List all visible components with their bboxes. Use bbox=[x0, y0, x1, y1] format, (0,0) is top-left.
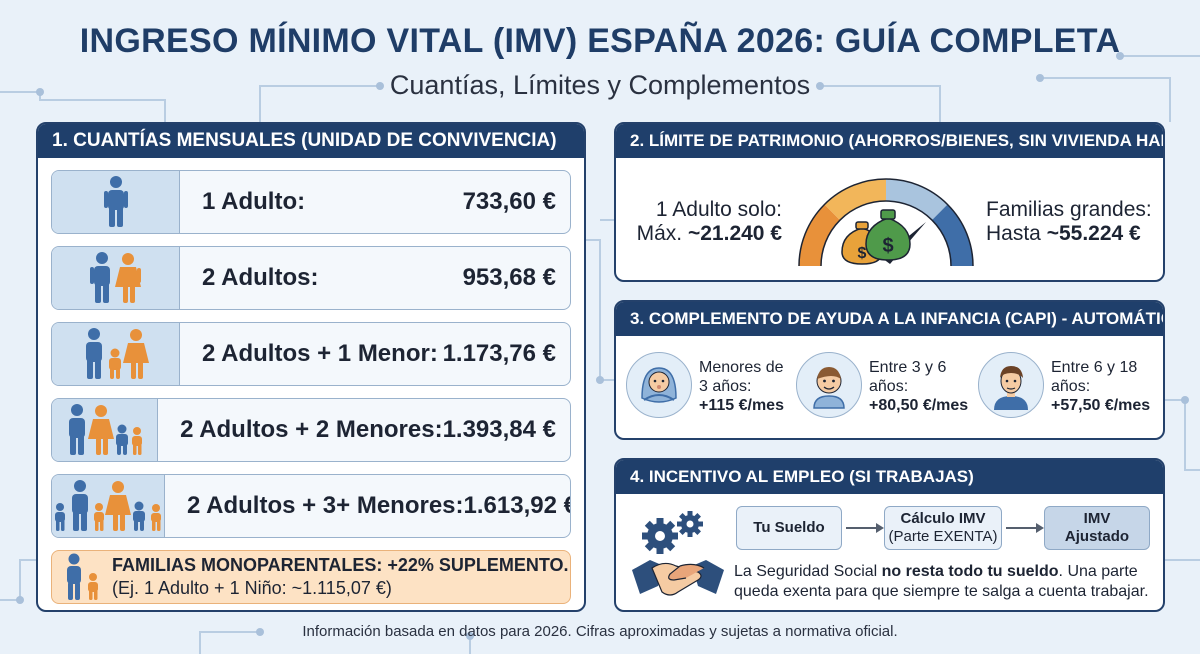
capi-line2: años: bbox=[1051, 378, 1091, 395]
capi-line1: Entre 6 y 18 bbox=[1051, 359, 1138, 376]
capi-text: Entre 6 y 18 años: +57,50 €/mes bbox=[1051, 358, 1150, 415]
patrimonio-heading: 2. LÍMITE DE PATRIMONIO (AHORROS/BIENES,… bbox=[616, 124, 1163, 158]
two-adults-icon bbox=[52, 247, 180, 309]
svg-text:$: $ bbox=[882, 235, 893, 257]
step1-label: Tu Sueldo bbox=[753, 519, 825, 536]
capi-line2: 3 años: bbox=[699, 378, 752, 395]
monoparental-box: FAMILIAS MONOPARENTALES: +22% SUPLEMENTO… bbox=[51, 550, 571, 604]
empleo-explanation: La Seguridad Social no resta todo tu sue… bbox=[734, 562, 1159, 602]
amount-label: 1 Adulto: bbox=[202, 188, 306, 215]
capi-amount: +115 €/mes bbox=[699, 397, 784, 414]
baby-icon bbox=[626, 352, 692, 418]
amount-label: 2 Adultos + 3+ Menores: bbox=[187, 492, 464, 519]
page-title: INGRESO MÍNIMO VITAL (IMV) ESPAÑA 2026: … bbox=[79, 22, 1121, 60]
gears-handshake-icon bbox=[632, 511, 724, 596]
empleo-text-before: La Seguridad Social bbox=[734, 563, 882, 580]
amount-row-2-adultos: 2 Adultos: 953,68 € bbox=[51, 246, 571, 310]
capi-text: Menores de 3 años: +115 €/mes bbox=[699, 358, 784, 415]
arrow-right-icon bbox=[846, 523, 884, 533]
empleo-text-after: . Una parte queda exenta para que siempr… bbox=[734, 563, 1149, 600]
single-parent-icon bbox=[52, 553, 112, 601]
amount-label: 2 Adultos + 1 Menor: bbox=[202, 340, 438, 367]
amount-label: 2 Adultos: bbox=[202, 264, 319, 291]
page-subtitle: Cuantías, Límites y Complementos bbox=[389, 70, 811, 100]
patrimonio-single-label: 1 Adulto solo: bbox=[655, 198, 782, 221]
cuantias-panel: 1. CUANTÍAS MENSUALES (UNIDAD DE CONVIVE… bbox=[36, 122, 586, 612]
family-three-children-icon bbox=[52, 475, 165, 537]
patrimonio-single-value: ~21.240 € bbox=[687, 222, 782, 245]
cuantias-heading: 1. CUANTÍAS MENSUALES (UNIDAD DE CONVIVE… bbox=[38, 124, 584, 158]
capi-line2: años: bbox=[869, 378, 909, 395]
imv-ajustado-box: IMV Ajustado bbox=[1044, 506, 1150, 550]
step3-title: IMV bbox=[1083, 510, 1111, 527]
patrimonio-panel: 2. LÍMITE DE PATRIMONIO (AHORROS/BIENES,… bbox=[614, 122, 1165, 282]
capi-panel: 3. COMPLEMENTO DE AYUDA A LA INFANCIA (C… bbox=[614, 300, 1165, 440]
patrimonio-large-prefix: Hasta bbox=[986, 222, 1041, 245]
empleo-text-bold: no resta todo tu sueldo bbox=[881, 563, 1059, 580]
arrow-right-icon bbox=[1006, 523, 1044, 533]
amount-row-1-adulto: 1 Adulto: 733,60 € bbox=[51, 170, 571, 234]
capi-item-6-18: Entre 6 y 18 años: +57,50 €/mes bbox=[978, 352, 1150, 418]
patrimonio-large-label: Familias grandes: bbox=[986, 198, 1152, 221]
step3-subtitle: Ajustado bbox=[1064, 528, 1130, 545]
monoparental-example: (Ej. 1 Adulto + 1 Niño: ~1.115,07 €) bbox=[112, 578, 392, 598]
capi-line1: Entre 3 y 6 bbox=[869, 359, 947, 376]
teen-icon bbox=[978, 352, 1044, 418]
amount-label: 2 Adultos + 2 Menores: bbox=[180, 416, 443, 443]
amount-row-2-adultos-3-menores: 2 Adultos + 3+ Menores: 1.613,92 € bbox=[51, 474, 571, 538]
patrimonio-large-value: ~55.224 € bbox=[1046, 222, 1141, 245]
calculo-imv-box: Cálculo IMV (Parte EXENTA) bbox=[884, 506, 1002, 550]
amount-row-2-adultos-1-menor: 2 Adultos + 1 Menor: 1.173,76 € bbox=[51, 322, 571, 386]
svg-text:$: $ bbox=[858, 245, 867, 262]
patrimonio-single-prefix: Máx. bbox=[636, 222, 683, 245]
capi-amount: +80,50 €/mes bbox=[869, 397, 969, 414]
patrimonio-single-adult: 1 Adulto solo: Máx. ~21.240 € bbox=[630, 198, 782, 246]
step2-subtitle: (Parte EXENTA) bbox=[888, 528, 998, 545]
capi-text: Entre 3 y 6 años: +80,50 €/mes bbox=[869, 358, 968, 415]
child-icon bbox=[796, 352, 862, 418]
footer-note: Información basada en datos para 2026. C… bbox=[302, 623, 898, 640]
patrimonio-large-family: Familias grandes: Hasta ~55.224 € bbox=[986, 198, 1152, 246]
amount-value: 953,68 € bbox=[462, 264, 556, 291]
tu-sueldo-box: Tu Sueldo bbox=[736, 506, 842, 550]
amount-value: 1.613,92 € bbox=[463, 492, 571, 519]
capi-amount: +57,50 €/mes bbox=[1051, 397, 1151, 414]
capi-item-under-3: Menores de 3 años: +115 €/mes bbox=[626, 352, 784, 418]
family-two-children-icon bbox=[52, 399, 159, 461]
amount-value: 733,60 € bbox=[462, 188, 556, 215]
amount-value: 1.173,76 € bbox=[442, 340, 556, 367]
amount-row-2-adultos-2-menores: 2 Adultos + 2 Menores: 1.393,84 € bbox=[51, 398, 571, 462]
capi-item-3-6: Entre 3 y 6 años: +80,50 €/mes bbox=[796, 352, 968, 418]
empleo-panel: 4. INCENTIVO AL EMPLEO (SI TRABAJAS) bbox=[614, 458, 1165, 612]
monoparental-title: FAMILIAS MONOPARENTALES: +22% SUPLEMENTO… bbox=[112, 555, 569, 575]
capi-line1: Menores de bbox=[699, 359, 784, 376]
gauge-money-icon: $ $ bbox=[798, 178, 974, 267]
empleo-heading: 4. INCENTIVO AL EMPLEO (SI TRABAJAS) bbox=[616, 460, 1163, 494]
family-one-child-icon bbox=[52, 323, 180, 385]
capi-heading: 3. COMPLEMENTO DE AYUDA A LA INFANCIA (C… bbox=[616, 302, 1163, 336]
single-adult-icon bbox=[52, 171, 180, 233]
step2-title: Cálculo IMV bbox=[900, 510, 986, 527]
amount-value: 1.393,84 € bbox=[442, 416, 556, 443]
